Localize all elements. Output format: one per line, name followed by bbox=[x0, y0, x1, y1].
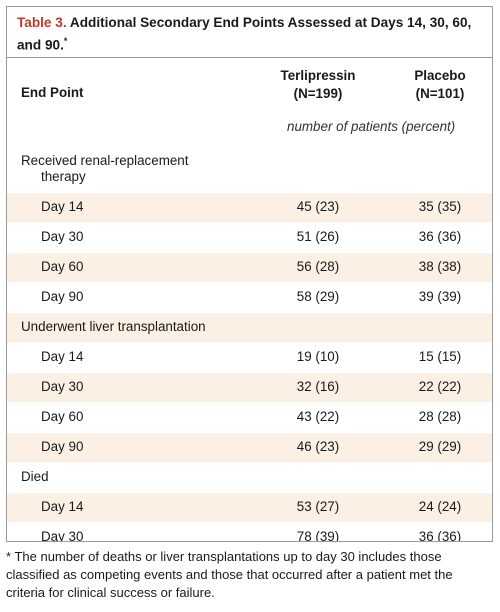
cell-placebo: 22 (22) bbox=[418, 379, 462, 394]
group-label: Died bbox=[21, 469, 49, 484]
cell-placebo: 39 (39) bbox=[418, 289, 462, 304]
cell-placebo: 15 (15) bbox=[418, 349, 462, 364]
cell-terlipressin: 19 (10) bbox=[296, 349, 340, 364]
cell-terlipressin: 51 (26) bbox=[296, 229, 340, 244]
cell-placebo: 28 (28) bbox=[418, 409, 462, 424]
row-day: Day 60 bbox=[41, 259, 84, 274]
group-label-line2: therapy bbox=[41, 169, 86, 184]
cell-terlipressin: 32 (16) bbox=[296, 379, 340, 394]
cell-terlipressin: 78 (39) bbox=[296, 529, 340, 542]
group-row: Underwent liver transplantation bbox=[7, 312, 492, 342]
cell-placebo: 24 (24) bbox=[418, 499, 462, 514]
header-placebo-n: (N=101) bbox=[415, 86, 465, 101]
table-header: End Point Terlipressin (N=199) Placebo (… bbox=[7, 58, 492, 116]
cell-terlipressin: 46 (23) bbox=[296, 439, 340, 454]
row-day: Day 14 bbox=[41, 199, 84, 214]
header-terlipressin: Terlipressin (N=199) bbox=[250, 67, 386, 103]
data-table: Table 3. Additional Secondary End Points… bbox=[6, 6, 493, 542]
table-title-text: Additional Secondary End Points Assessed… bbox=[17, 15, 472, 53]
table-row: Day 14 53 (27) 24 (24) bbox=[7, 492, 492, 522]
group-label: Underwent liver transplantation bbox=[21, 319, 206, 334]
header-terlipressin-name: Terlipressin bbox=[280, 68, 356, 83]
header-endpoint: End Point bbox=[21, 85, 84, 100]
table-row: Day 90 58 (29) 39 (39) bbox=[7, 282, 492, 312]
group-label: Received renal-replacement therapy bbox=[21, 153, 188, 185]
row-day: Day 14 bbox=[41, 349, 84, 364]
header-placebo: Placebo (N=101) bbox=[387, 67, 492, 103]
table-footnote: * The number of deaths or liver transpla… bbox=[6, 548, 494, 602]
table-row: Day 30 78 (39) 36 (36) bbox=[7, 522, 492, 542]
group-row: Died bbox=[7, 462, 492, 492]
row-day: Day 30 bbox=[41, 379, 84, 394]
row-day: Day 90 bbox=[41, 289, 84, 304]
table-number: Table 3. bbox=[17, 15, 67, 30]
table-row: Day 60 56 (28) 38 (38) bbox=[7, 252, 492, 282]
cell-placebo: 35 (35) bbox=[418, 199, 462, 214]
cell-terlipressin: 58 (29) bbox=[296, 289, 340, 304]
table-row: Day 30 32 (16) 22 (22) bbox=[7, 372, 492, 402]
group-label-line1: Received renal-replacement bbox=[21, 153, 189, 168]
table-row: Day 14 19 (10) 15 (15) bbox=[7, 342, 492, 372]
title-footnote-mark: * bbox=[63, 36, 68, 46]
row-day: Day 14 bbox=[41, 499, 84, 514]
cell-placebo: 36 (36) bbox=[418, 529, 462, 542]
table-row: Day 14 45 (23) 35 (35) bbox=[7, 192, 492, 222]
table-row: Day 30 51 (26) 36 (36) bbox=[7, 222, 492, 252]
cell-terlipressin: 53 (27) bbox=[296, 499, 340, 514]
cell-placebo: 36 (36) bbox=[418, 229, 462, 244]
cell-terlipressin: 43 (22) bbox=[296, 409, 340, 424]
footnote-text: The number of deaths or liver transplant… bbox=[6, 549, 453, 600]
table-body: Received renal-replacement therapy Day 14 4… bbox=[7, 146, 492, 542]
table-title: Table 3. Additional Secondary End Points… bbox=[7, 7, 492, 57]
row-day: Day 90 bbox=[41, 439, 84, 454]
cell-placebo: 38 (38) bbox=[418, 259, 462, 274]
row-day: Day 30 bbox=[41, 229, 84, 244]
cell-terlipressin: 56 (28) bbox=[296, 259, 340, 274]
cell-terlipressin: 45 (23) bbox=[296, 199, 340, 214]
group-row: Received renal-replacement therapy bbox=[7, 146, 492, 192]
table-row: Day 90 46 (23) 29 (29) bbox=[7, 432, 492, 462]
units-label: number of patients (percent) bbox=[287, 119, 456, 134]
table-row: Day 60 43 (22) 28 (28) bbox=[7, 402, 492, 432]
header-placebo-name: Placebo bbox=[414, 68, 466, 83]
row-day: Day 30 bbox=[41, 529, 84, 542]
footnote-mark: * bbox=[6, 549, 12, 564]
header-terlipressin-n: (N=199) bbox=[293, 86, 343, 101]
cell-placebo: 29 (29) bbox=[418, 439, 462, 454]
row-day: Day 60 bbox=[41, 409, 84, 424]
title-rule bbox=[7, 57, 492, 58]
